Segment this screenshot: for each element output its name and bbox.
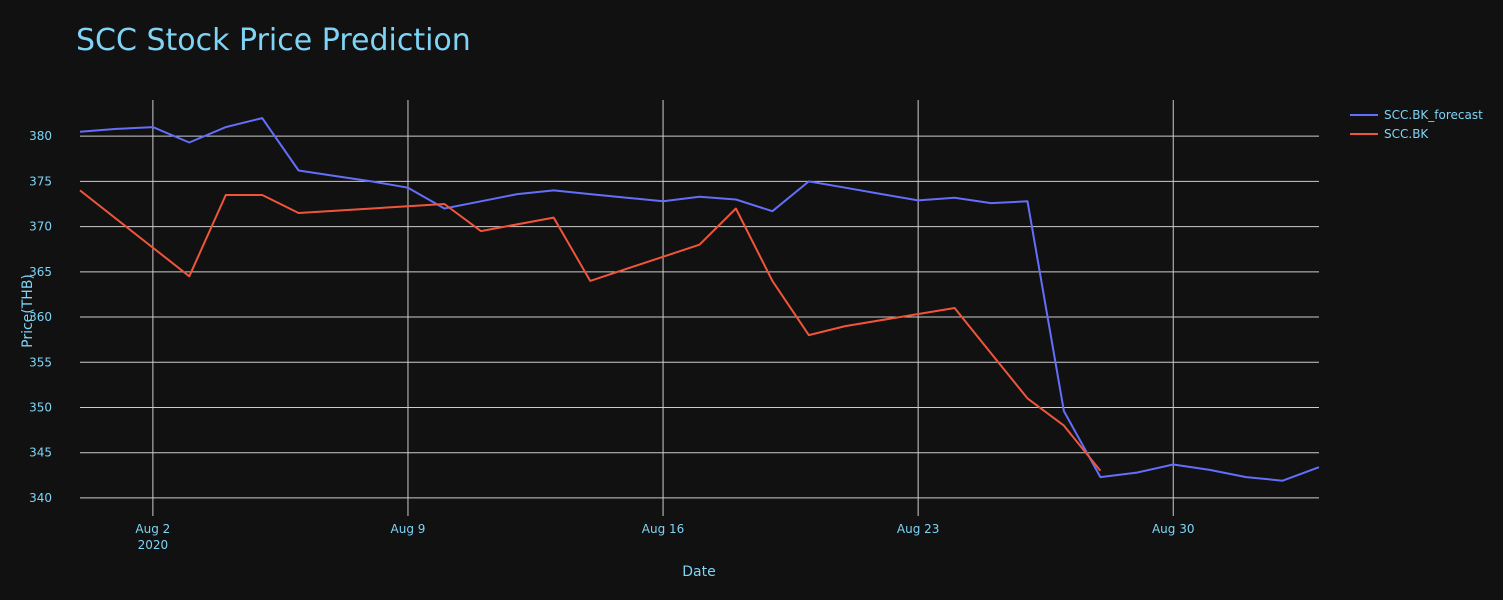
y-axis-title: Price(THB) bbox=[20, 274, 36, 348]
series-line-scc-bk bbox=[79, 189, 1102, 472]
x-tick-sublabel: 2020 bbox=[138, 538, 169, 552]
y-tick-label: 355 bbox=[29, 355, 52, 369]
y-tick-label: 360 bbox=[29, 310, 52, 324]
y-axis-ticks: 340 345 350 355 360 365 370 375 380 bbox=[29, 129, 52, 505]
x-tick-label: Aug 30 bbox=[1152, 522, 1195, 536]
y-tick-label: 365 bbox=[29, 265, 52, 279]
series-line-scc-bk-forecast bbox=[79, 117, 1320, 482]
y-tick-label: 380 bbox=[29, 129, 52, 143]
y-tick-label: 350 bbox=[29, 400, 52, 414]
grid-lines bbox=[80, 100, 1319, 516]
x-tick-label: Aug 16 bbox=[642, 522, 685, 536]
y-tick-label: 375 bbox=[29, 174, 52, 188]
x-tick-label: Aug 2 bbox=[135, 522, 170, 536]
legend-label: SCC.BK bbox=[1384, 127, 1429, 141]
legend: SCC.BK_forecast SCC.BK bbox=[1350, 108, 1483, 141]
x-tick-label: Aug 23 bbox=[897, 522, 940, 536]
x-axis-ticks: Aug 2 2020 Aug 9 Aug 16 Aug 23 Aug 30 bbox=[135, 522, 1194, 552]
legend-label: SCC.BK_forecast bbox=[1384, 108, 1483, 122]
series-lines bbox=[79, 117, 1320, 482]
chart-title: SCC Stock Price Prediction bbox=[76, 23, 471, 58]
y-tick-label: 370 bbox=[29, 220, 52, 234]
y-tick-label: 345 bbox=[29, 446, 52, 460]
x-axis-title: Date bbox=[682, 564, 715, 580]
x-tick-label: Aug 9 bbox=[391, 522, 426, 536]
y-tick-label: 340 bbox=[29, 491, 52, 505]
